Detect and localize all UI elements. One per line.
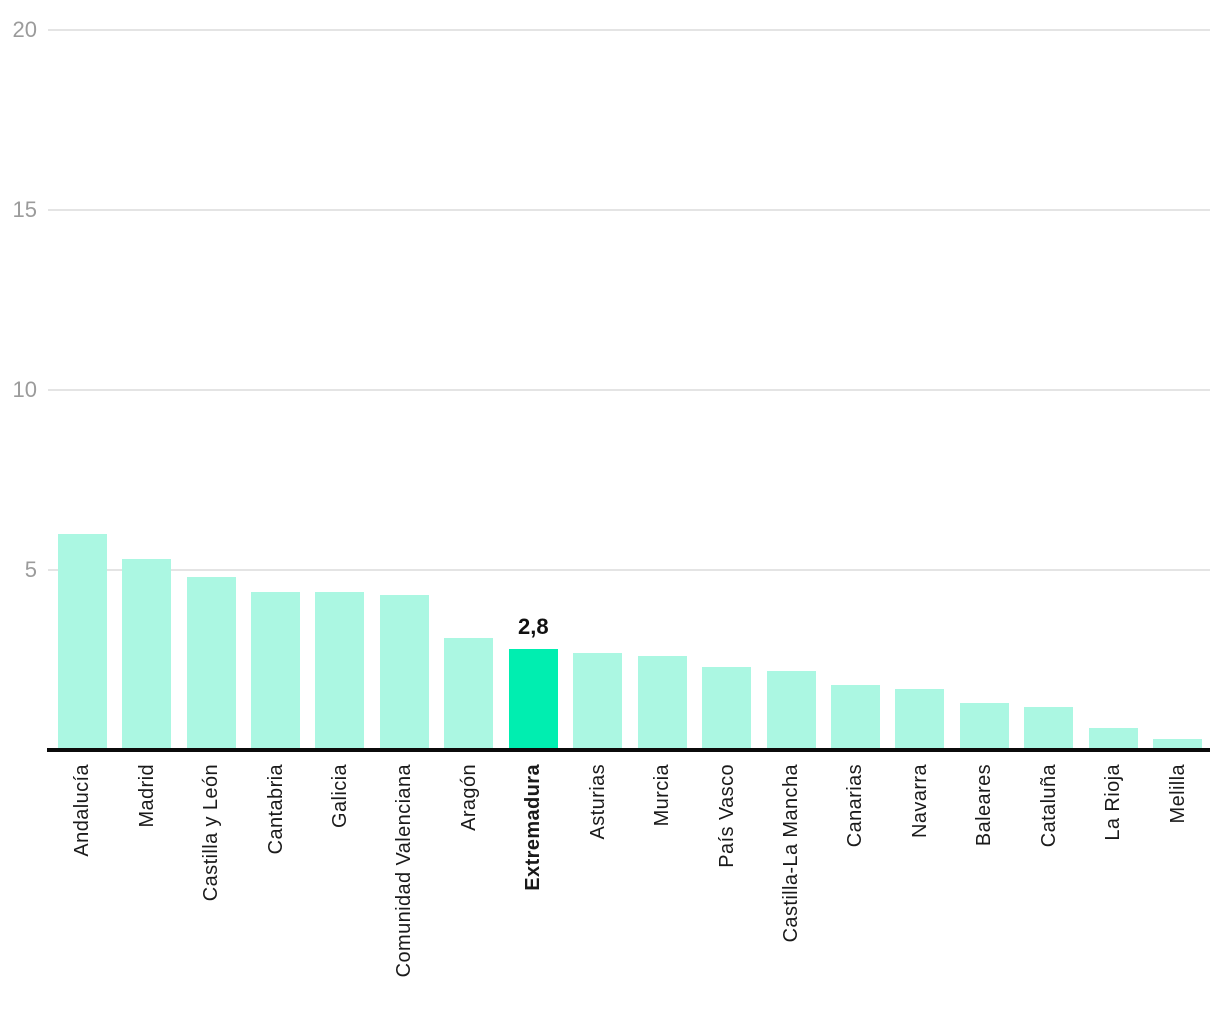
x-tick-label: La Rioja [1102,764,1125,841]
x-label-slot: Baleares [952,764,1016,977]
bar-la-rioja[interactable] [1088,728,1138,750]
bar-castilla-la-mancha[interactable] [766,670,816,750]
bar-slot [179,577,243,750]
x-tick-label: Madrid [135,764,158,828]
bar-castilla-y-león[interactable] [186,577,236,750]
bar-slot [1017,706,1081,750]
x-axis-labels: Andalucía Madrid Castilla y León Cantabria G… [50,764,1210,977]
x-label-slot: Extremadura [501,764,565,977]
bar-slot [694,667,758,750]
bar-slot [759,670,823,750]
bar-navarra[interactable] [895,688,945,750]
bar-slot [1081,728,1145,750]
bar-slot [630,656,694,750]
x-label-slot: Asturias [566,764,630,977]
bar-slot [823,685,887,750]
bar-slot [372,595,436,750]
bar-extremadura[interactable] [508,649,558,750]
x-label-slot: Comunidad Valenciana [372,764,436,977]
x-label-slot: Andalucía [50,764,114,977]
x-label-slot: Canarias [823,764,887,977]
x-tick-label: Canarias [844,764,867,848]
bar-murcia[interactable] [637,656,687,750]
bar-comunidad-valenciana[interactable] [379,595,429,750]
x-label-slot: Cantabria [243,764,307,977]
bar-galicia[interactable] [315,591,365,750]
bar-cantabria[interactable] [251,591,301,750]
x-tick-label: Murcia [651,764,674,827]
bar-value-label: 2,8 [517,614,549,640]
bar-slot [50,534,114,750]
x-label-slot: País Vasco [694,764,758,977]
x-tick-label: Baleares [973,764,996,847]
bar-slot [952,703,1016,750]
gridline-10 [48,389,1210,391]
x-label-slot: Melilla [1145,764,1209,977]
x-tick-label: Castilla-La Mancha [780,764,803,943]
bar-canarias[interactable] [830,685,880,750]
x-tick-label: Navarra [908,764,931,838]
gridline-20 [48,29,1210,31]
bar-slot: 2,8 [501,614,565,750]
x-tick-label: Cataluña [1037,764,1060,848]
bar-slot [114,559,178,750]
bar-slot [566,652,630,750]
bar-baleares[interactable] [959,703,1009,750]
x-axis-line [47,748,1210,752]
x-label-slot: Murcia [630,764,694,977]
bar-madrid[interactable] [122,559,172,750]
x-tick-label: Melilla [1166,764,1189,824]
gridline-15 [48,209,1210,211]
x-tick-label: País Vasco [715,764,738,868]
bar-andalucía[interactable] [57,534,107,750]
bar-cataluña[interactable] [1024,706,1074,750]
bar-país-vasco[interactable] [702,667,752,750]
bar-asturias[interactable] [573,652,623,750]
x-tick-label: Andalucía [71,764,94,857]
bar-aragón[interactable] [444,638,494,750]
y-tick-label: 10 [12,377,37,402]
x-label-slot: Madrid [114,764,178,977]
x-label-slot: Aragón [437,764,501,977]
x-tick-label: Extremadura [522,764,545,891]
x-tick-label: Asturias [586,764,609,840]
bar-melilla[interactable] [1153,739,1203,750]
x-tick-label: Cantabria [264,764,287,855]
bar-slot [437,638,501,750]
bar-slot [243,591,307,750]
y-tick-label: 5 [24,557,37,582]
y-tick-label: 15 [12,197,37,222]
x-label-slot: Cataluña [1017,764,1081,977]
x-label-slot: Galicia [308,764,372,977]
x-label-slot: La Rioja [1081,764,1145,977]
bars-area: 2,8 [50,0,1210,750]
x-tick-label: Comunidad Valenciana [393,764,416,978]
x-label-slot: Castilla y León [179,764,243,977]
bar-slot [888,688,952,750]
x-label-slot: Navarra [888,764,952,977]
y-tick-label: 20 [12,17,37,42]
bar-slot [308,591,372,750]
x-tick-label: Galicia [328,764,351,828]
gridline-5 [48,569,1210,571]
x-tick-label: Castilla y León [200,764,223,902]
bar-slot [1145,739,1209,750]
x-label-slot: Castilla-La Mancha [759,764,823,977]
x-tick-label: Aragón [457,764,480,831]
